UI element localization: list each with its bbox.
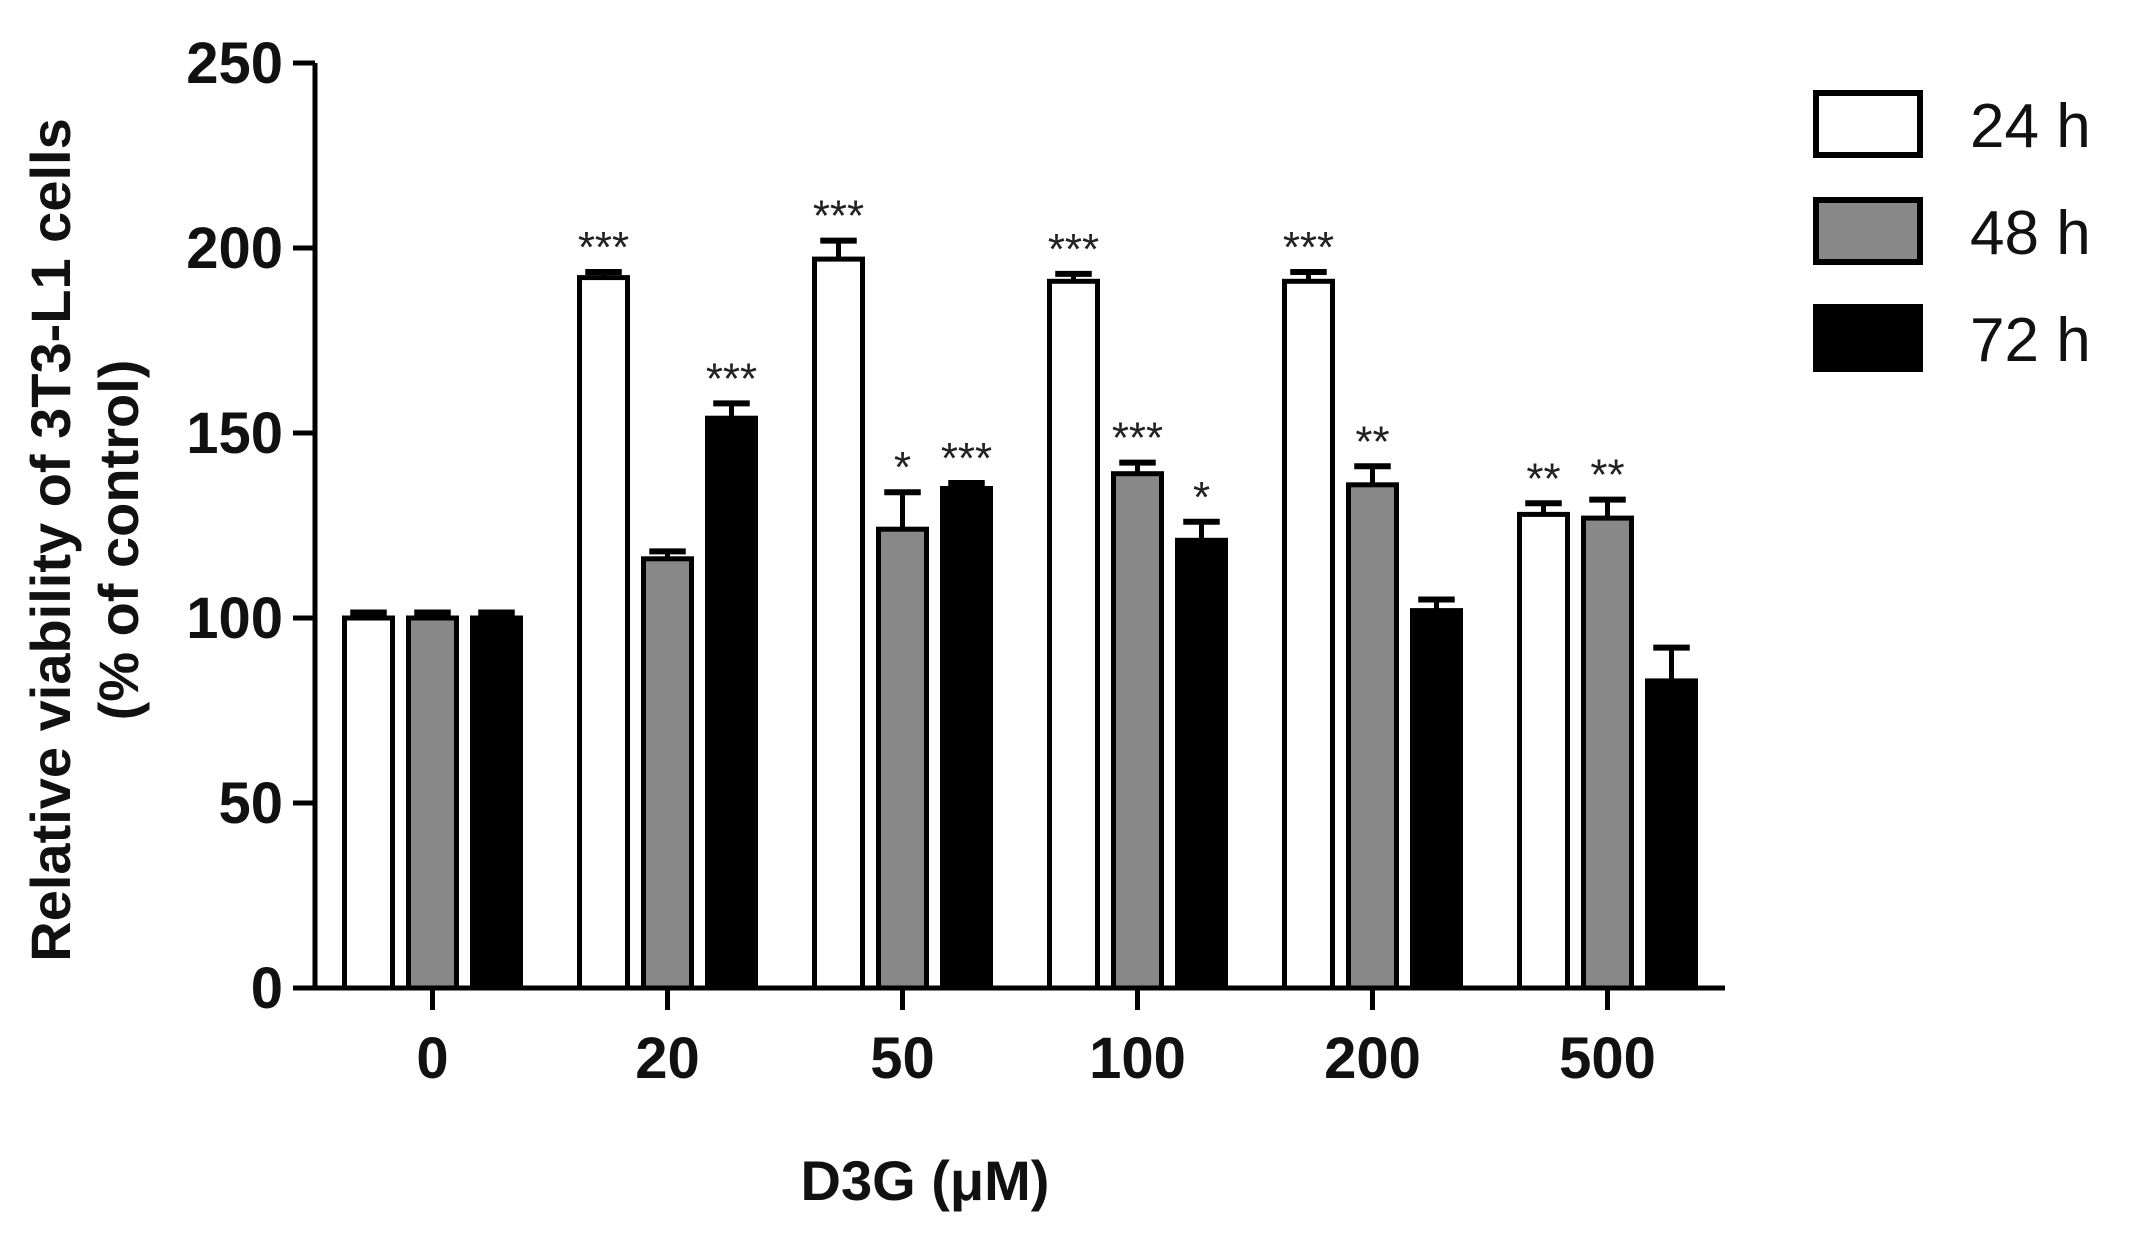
bar	[1282, 278, 1335, 991]
error-bar	[1119, 459, 1156, 474]
labels-layer: D3G (μM) Relative viability of 3T3-L1 ce…	[19, 31, 1656, 1212]
axes-layer	[293, 60, 1725, 1010]
bar	[1645, 678, 1698, 991]
bar	[641, 556, 694, 991]
y-tick-label: 200	[186, 216, 283, 281]
bar	[812, 256, 865, 991]
bar	[1517, 511, 1570, 991]
error-bar	[1290, 269, 1327, 282]
significance-label: ***	[1112, 414, 1163, 463]
x-tick-label: 200	[1324, 1026, 1421, 1091]
y-tick-label: 50	[218, 771, 283, 836]
significance-label: *	[894, 443, 911, 492]
significance-label: **	[1355, 417, 1389, 466]
error-bar	[884, 489, 921, 530]
legend-swatch	[1813, 197, 1923, 265]
bar	[406, 615, 459, 991]
bar	[1581, 515, 1634, 991]
error-bar	[649, 548, 686, 559]
legend-swatch	[1813, 90, 1923, 158]
legend-swatch	[1813, 304, 1923, 372]
significance-label: *	[1193, 473, 1210, 522]
error-bar	[713, 400, 750, 419]
bar	[1047, 278, 1100, 991]
bar	[1410, 608, 1463, 991]
bar	[1346, 482, 1399, 991]
x-tick-label: 500	[1559, 1026, 1656, 1091]
bar	[1111, 471, 1164, 991]
y-tick-label: 100	[186, 586, 283, 651]
bar	[342, 615, 395, 991]
bar	[470, 615, 523, 991]
significance-label: ***	[941, 434, 992, 483]
significance-label: ***	[578, 223, 629, 272]
error-bar	[350, 609, 387, 618]
significance-label: ***	[813, 192, 864, 241]
y-tick-label: 0	[251, 956, 283, 1021]
bar	[876, 526, 929, 991]
y-axis-title-line1: Relative viability of 3T3-L1 cells	[19, 118, 82, 961]
y-tick-label: 150	[186, 401, 283, 466]
legend: 24 h 48 h 72 h	[1813, 90, 2091, 375]
significance-label: ***	[1283, 223, 1334, 272]
x-axis-title: D3G (μM)	[801, 1149, 1050, 1212]
significance-label: ***	[1048, 225, 1099, 274]
error-bar	[1183, 518, 1220, 541]
bar	[577, 275, 630, 991]
significance-label: **	[1526, 454, 1560, 503]
x-tick-label: 20	[635, 1026, 700, 1091]
error-bar	[1354, 463, 1391, 485]
y-tick-label: 250	[186, 31, 283, 96]
error-bar	[948, 479, 985, 489]
legend-label: 24 h	[1970, 92, 2091, 161]
error-bar	[1418, 596, 1455, 611]
x-tick-label: 100	[1089, 1026, 1186, 1091]
x-tick-label: 0	[416, 1026, 448, 1091]
error-bar	[1525, 500, 1562, 515]
legend-label: 48 h	[1970, 199, 2091, 268]
significance-label: ***	[706, 354, 757, 403]
error-bar	[820, 237, 857, 260]
x-tick-label: 50	[870, 1026, 935, 1091]
error-bar	[1055, 270, 1092, 282]
legend-label: 72 h	[1970, 306, 2091, 375]
bars-layer	[342, 237, 1698, 991]
error-bar	[478, 609, 515, 618]
error-bar	[585, 269, 622, 278]
y-axis-title-line2: (% of control)	[87, 360, 150, 721]
significance-label: **	[1590, 451, 1624, 500]
bar	[940, 486, 993, 991]
error-bar	[1653, 644, 1690, 681]
bar	[1175, 537, 1228, 991]
error-bar	[414, 609, 451, 618]
bar	[705, 415, 758, 991]
error-bar	[1589, 496, 1626, 519]
